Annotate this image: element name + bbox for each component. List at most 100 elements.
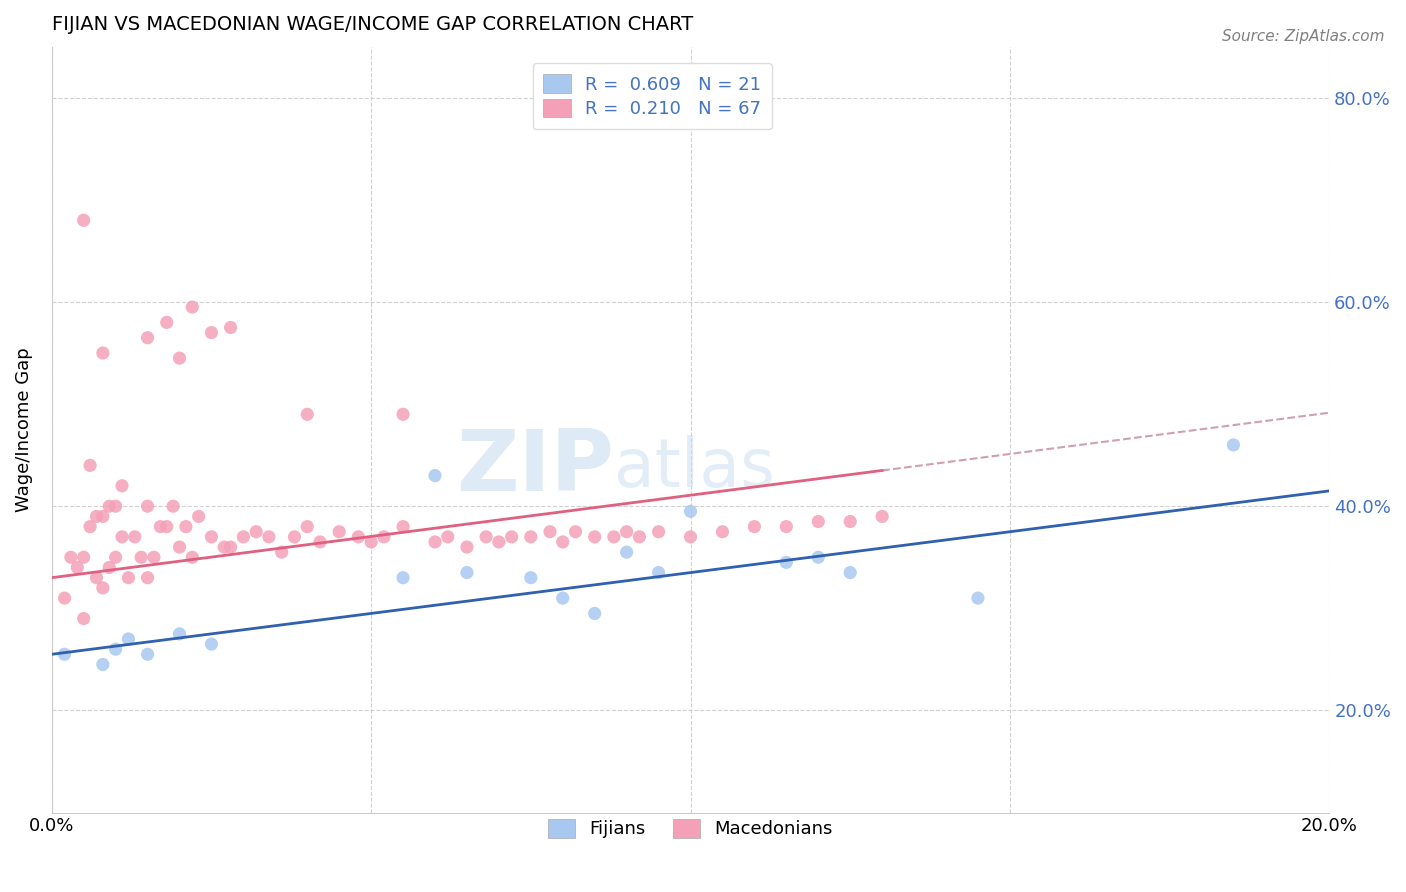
Point [967,591,990,606]
Point [232,530,254,544]
Point [551,535,574,549]
Point [297,519,319,533]
Point [679,530,702,544]
Point [156,519,179,533]
Point [136,648,159,662]
Point [136,331,159,345]
Point [73,213,96,227]
Point [53,648,76,662]
Point [423,468,446,483]
Point [91,346,114,360]
Text: ZIP: ZIP [456,426,614,509]
Point [200,637,222,651]
Point [711,524,734,539]
Point [245,524,267,539]
Point [142,550,165,565]
Point [117,632,139,646]
Point [270,545,292,559]
Point [111,479,134,493]
Point [392,571,415,585]
Point [520,530,543,544]
Point [616,524,638,539]
Point [436,530,458,544]
Point [66,560,89,574]
Point [564,524,586,539]
Point [283,530,305,544]
Point [679,504,702,518]
Point [53,591,76,606]
Point [373,530,395,544]
Point [647,524,669,539]
Point [807,550,830,565]
Point [162,499,184,513]
Point [1222,438,1244,452]
Point [219,320,242,334]
Point [538,524,561,539]
Point [73,550,96,565]
Point [117,571,139,585]
Point [475,530,498,544]
Point [807,515,830,529]
Point [628,530,651,544]
Point [347,530,370,544]
Point [551,591,574,606]
Point [79,458,101,473]
Point [839,566,862,580]
Point [91,657,114,672]
Point [520,571,543,585]
Point [111,530,134,544]
Point [297,407,319,421]
Point [775,555,797,569]
Point [124,530,146,544]
Point [129,550,152,565]
Point [870,509,893,524]
Point [360,535,382,549]
Point [744,519,766,533]
Y-axis label: Wage/Income Gap: Wage/Income Gap [15,347,32,512]
Point [98,499,121,513]
Point [104,642,127,657]
Text: FIJIAN VS MACEDONIAN WAGE/INCOME GAP CORRELATION CHART: FIJIAN VS MACEDONIAN WAGE/INCOME GAP COR… [52,15,693,34]
Point [456,566,478,580]
Point [309,535,332,549]
Point [647,566,669,580]
Point [73,611,96,625]
Point [174,519,197,533]
Point [181,550,204,565]
Point [136,499,159,513]
Point [169,351,191,365]
Point [86,571,108,585]
Point [392,407,415,421]
Point [149,519,172,533]
Point [456,540,478,554]
Point [91,509,114,524]
Point [603,530,626,544]
Point [775,519,797,533]
Point [187,509,209,524]
Point [200,326,222,340]
Point [616,545,638,559]
Point [328,524,350,539]
Point [212,540,235,554]
Point [156,315,179,329]
Point [98,560,121,574]
Point [91,581,114,595]
Point [86,509,108,524]
Point [583,530,606,544]
Point [169,627,191,641]
Point [501,530,523,544]
Point [136,571,159,585]
Point [79,519,101,533]
Point [169,540,191,554]
Point [104,499,127,513]
Point [488,535,510,549]
Point [200,530,222,544]
Point [583,607,606,621]
Point [59,550,82,565]
Point [392,519,415,533]
Point [104,550,127,565]
Text: Source: ZipAtlas.com: Source: ZipAtlas.com [1222,29,1385,44]
Point [181,300,204,314]
Point [219,540,242,554]
Legend: Fijians, Macedonians: Fijians, Macedonians [541,812,841,846]
